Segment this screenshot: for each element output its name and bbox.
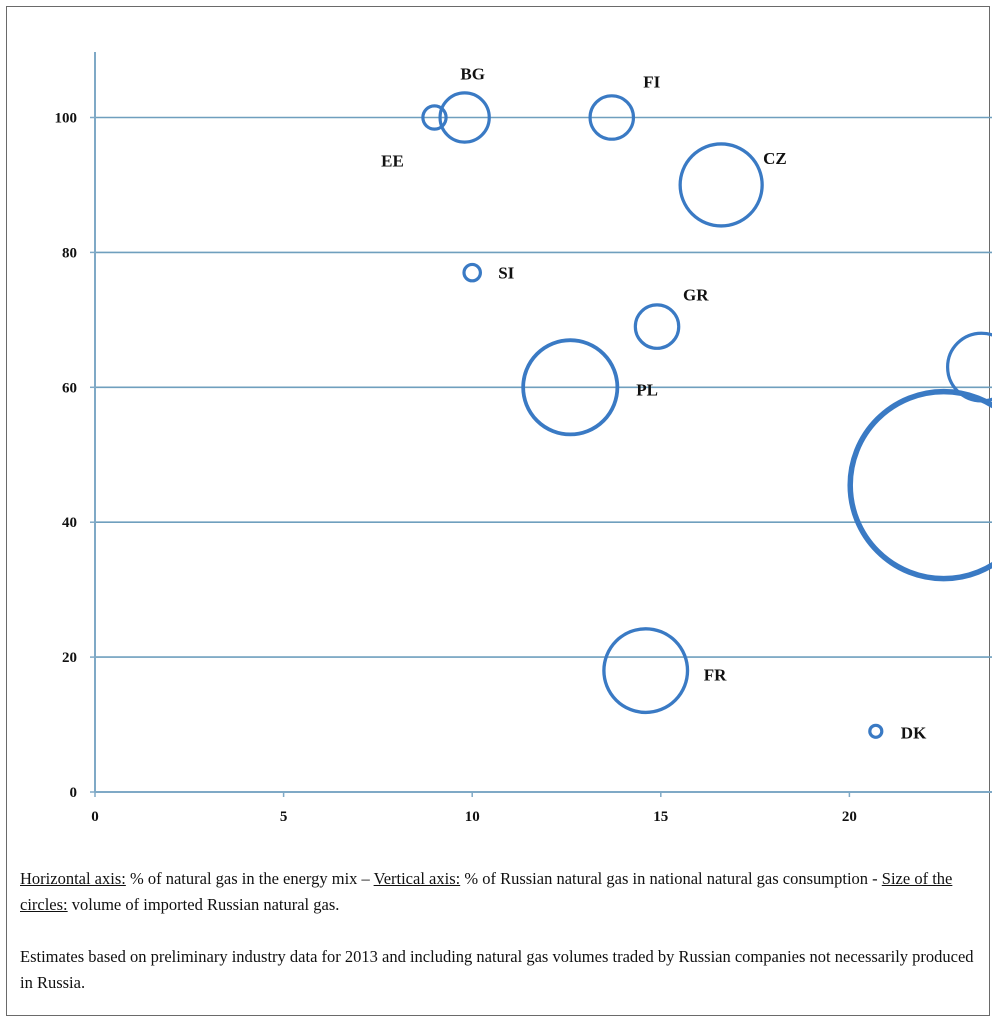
bubble-label-gr: GR: [683, 286, 709, 305]
horizontal-axis-label: Horizontal axis:: [20, 869, 126, 888]
bubble-label-ee: EE: [381, 152, 404, 171]
x-tick-label-5: 5: [280, 809, 288, 825]
estimates-note: Estimates based on preliminary industry …: [20, 947, 974, 992]
bubble-cz: [678, 142, 764, 228]
bubble-labels: BGEEFISKLVLTCZSIGRPLATHUDECRITFRUKDKRONL: [381, 65, 927, 743]
x-tick-label-0: 0: [91, 809, 99, 825]
bubble-label-bg: BG: [460, 65, 485, 84]
x-tick-label-15: 15: [653, 809, 668, 825]
bubble-label-cz: CZ: [763, 149, 787, 168]
bubble-label-pl: PL: [636, 380, 658, 399]
y-tick-label-100: 100: [55, 111, 78, 127]
bubble-fr: [602, 627, 690, 715]
bubble-gr: [633, 303, 681, 350]
horizontal-axis-desc: % of natural gas in the energy mix –: [125, 869, 374, 888]
x-tick-label-20: 20: [842, 809, 857, 825]
bubble-de: [847, 388, 992, 582]
bubble-si: [462, 262, 482, 283]
bubble-label-si: SI: [498, 264, 514, 283]
axes: 020406080100051015202530354045: [55, 52, 992, 825]
bubble-fi: [588, 94, 636, 141]
y-tick-label-80: 80: [62, 245, 77, 261]
y-tick-label-40: 40: [62, 515, 77, 531]
bubble-bg: [438, 91, 491, 144]
bubble-at: [946, 331, 992, 403]
y-tick-label-60: 60: [62, 380, 77, 396]
gridlines: [95, 116, 992, 658]
y-tick-label-20: 20: [62, 650, 77, 666]
bubble-chart: 020406080100051015202530354045 BGEEFISKL…: [55, 52, 992, 825]
x-tick-label-10: 10: [465, 809, 480, 825]
bubble-label-fi: FI: [643, 73, 660, 92]
circle-size-desc: volume of imported Russian natural gas.: [67, 895, 340, 914]
bubble-label-fr: FR: [704, 666, 727, 685]
vertical-axis-label: Vertical axis:: [373, 869, 461, 888]
figure-frame: [6, 6, 990, 1016]
bubble-ee: [421, 104, 448, 131]
circle-size-label: Size of the circles:: [20, 869, 953, 914]
bubble-pl: [521, 338, 620, 437]
bubble-dk: [868, 723, 884, 739]
y-tick-label-0: 0: [70, 785, 78, 801]
vertical-axis-desc: % of Russian natural gas in national nat…: [460, 869, 882, 888]
axis-explanation-note: Horizontal axis: % of natural gas in the…: [20, 866, 985, 918]
bubbles: [421, 91, 992, 739]
bubble-label-dk: DK: [901, 723, 927, 742]
